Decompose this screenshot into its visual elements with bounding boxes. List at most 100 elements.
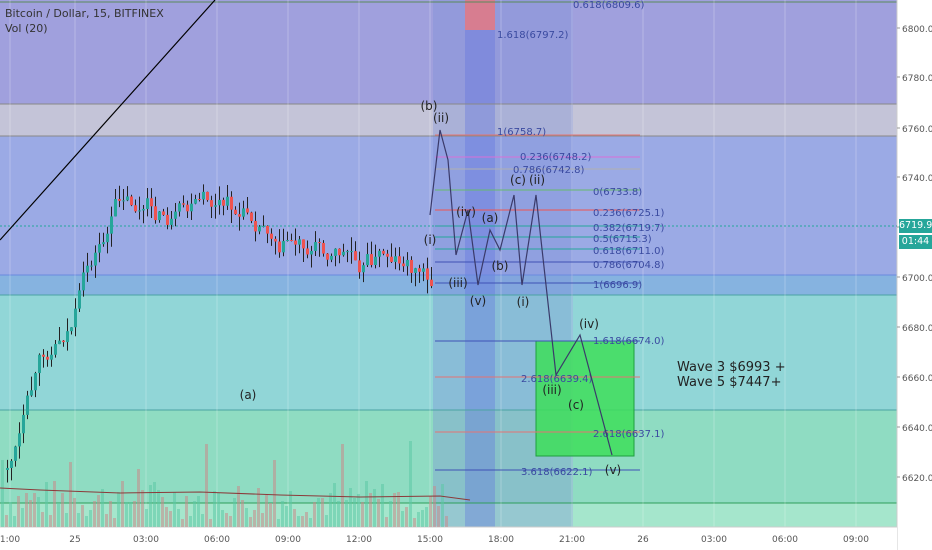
volume-bar [137, 469, 140, 527]
volume-bar [113, 518, 116, 527]
volume-bar [313, 502, 316, 527]
candle-body [38, 354, 41, 374]
candle-body [270, 233, 273, 239]
volume-bar [145, 509, 148, 527]
volume-bar [397, 492, 400, 527]
wave-label: (a) [482, 211, 499, 225]
candle-body [318, 242, 321, 244]
volume-bar [41, 512, 44, 527]
candle-body [210, 200, 213, 207]
wave-label: (i) [517, 295, 530, 309]
candle-body [206, 191, 209, 201]
price-tick-label: 6760.0 [902, 125, 932, 135]
time-tick-label: 15:00 [417, 535, 443, 545]
candle-body [158, 211, 161, 221]
volume-bar [57, 503, 60, 527]
wave-target-note[interactable]: Wave 3 $6993 + Wave 5 $7447+ [677, 360, 786, 390]
candle-body [150, 198, 153, 207]
volume-bar [441, 484, 444, 527]
candle-body [322, 242, 325, 254]
candle-body [346, 251, 349, 253]
candle-body [74, 308, 77, 328]
wave-label: (iv) [456, 205, 476, 219]
volume-bar [341, 444, 344, 527]
symbol-title[interactable]: Bitcoin / Dollar, 15, BITFINEX [5, 7, 164, 20]
candle-body [422, 268, 425, 272]
candle-body [310, 250, 313, 255]
time-tick-label: 06:00 [204, 535, 230, 545]
fib-level-label: 3.618(6622.1) [521, 467, 593, 478]
volume-bar [429, 496, 432, 527]
time-tick-label: 12:00 [346, 535, 372, 545]
candle-body [298, 239, 301, 245]
volume-bar [141, 490, 144, 527]
band-grey [0, 104, 897, 136]
candle-body [190, 203, 193, 212]
volume-bar [133, 501, 136, 527]
time-axis-bg [0, 527, 897, 550]
price-tick-label: 6660.0 [902, 374, 932, 384]
volume-bar [317, 498, 320, 527]
band-teal [0, 295, 897, 410]
trend-line [0, 0, 216, 241]
volume-bar [237, 486, 240, 527]
candle-body [278, 241, 281, 253]
candle-body [274, 238, 277, 242]
volume-bar [425, 507, 428, 527]
candle-body [146, 198, 149, 209]
candle-body [394, 256, 397, 262]
volume-bar [105, 514, 108, 527]
band-top-purple [0, 0, 897, 104]
volume-bar [417, 512, 420, 527]
volume-bar [289, 491, 292, 527]
volume-bar [153, 482, 156, 527]
volume-bar [305, 512, 308, 527]
volume-bar [361, 502, 364, 527]
volume-bar [69, 462, 72, 527]
volume-bar [277, 519, 280, 527]
candle-body [290, 240, 293, 242]
candle-body [238, 214, 241, 217]
volume-bar [129, 502, 132, 527]
candle-body [406, 259, 409, 267]
candle-body [294, 240, 297, 245]
candle-body [230, 196, 233, 210]
candle-body [398, 256, 401, 264]
candle-body [334, 248, 337, 256]
candle-body [14, 446, 17, 461]
candle-body [342, 251, 345, 256]
fib-level-label: 0(6733.8) [593, 187, 642, 198]
candle-body [250, 212, 253, 221]
volume-bar [173, 492, 176, 527]
volume-bar [205, 444, 208, 527]
time-tick-label: 06:00 [772, 535, 798, 545]
volume-bar [377, 499, 380, 527]
volume-bar [213, 491, 216, 527]
fib-level-label: 2.618(6637.1) [593, 429, 665, 440]
volume-bar [233, 498, 236, 527]
volume-indicator-label[interactable]: Vol (20) [5, 22, 48, 35]
volume-bar [37, 497, 40, 527]
volume-bar [85, 516, 88, 527]
elliott-wave-path [429, 129, 613, 456]
candle-body [222, 199, 225, 206]
candle-body [90, 265, 93, 267]
volume-bar [285, 506, 288, 527]
target-box [535, 340, 635, 457]
candle-body [54, 344, 57, 355]
last-price-tag: 6719.9 [899, 219, 932, 233]
volume-bar [209, 519, 212, 527]
price-tick-label: 6740.0 [902, 174, 932, 184]
time-zone-inner-band [465, 0, 495, 527]
wave-label: (iii) [448, 276, 467, 290]
volume-bar [329, 493, 332, 527]
volume-bar [17, 496, 20, 527]
price-axis-bg [897, 0, 932, 550]
candle-body [354, 251, 357, 261]
candle-body [86, 265, 89, 273]
candle-body [202, 191, 205, 200]
volume-bar [401, 511, 404, 527]
volume-bar [221, 510, 224, 527]
